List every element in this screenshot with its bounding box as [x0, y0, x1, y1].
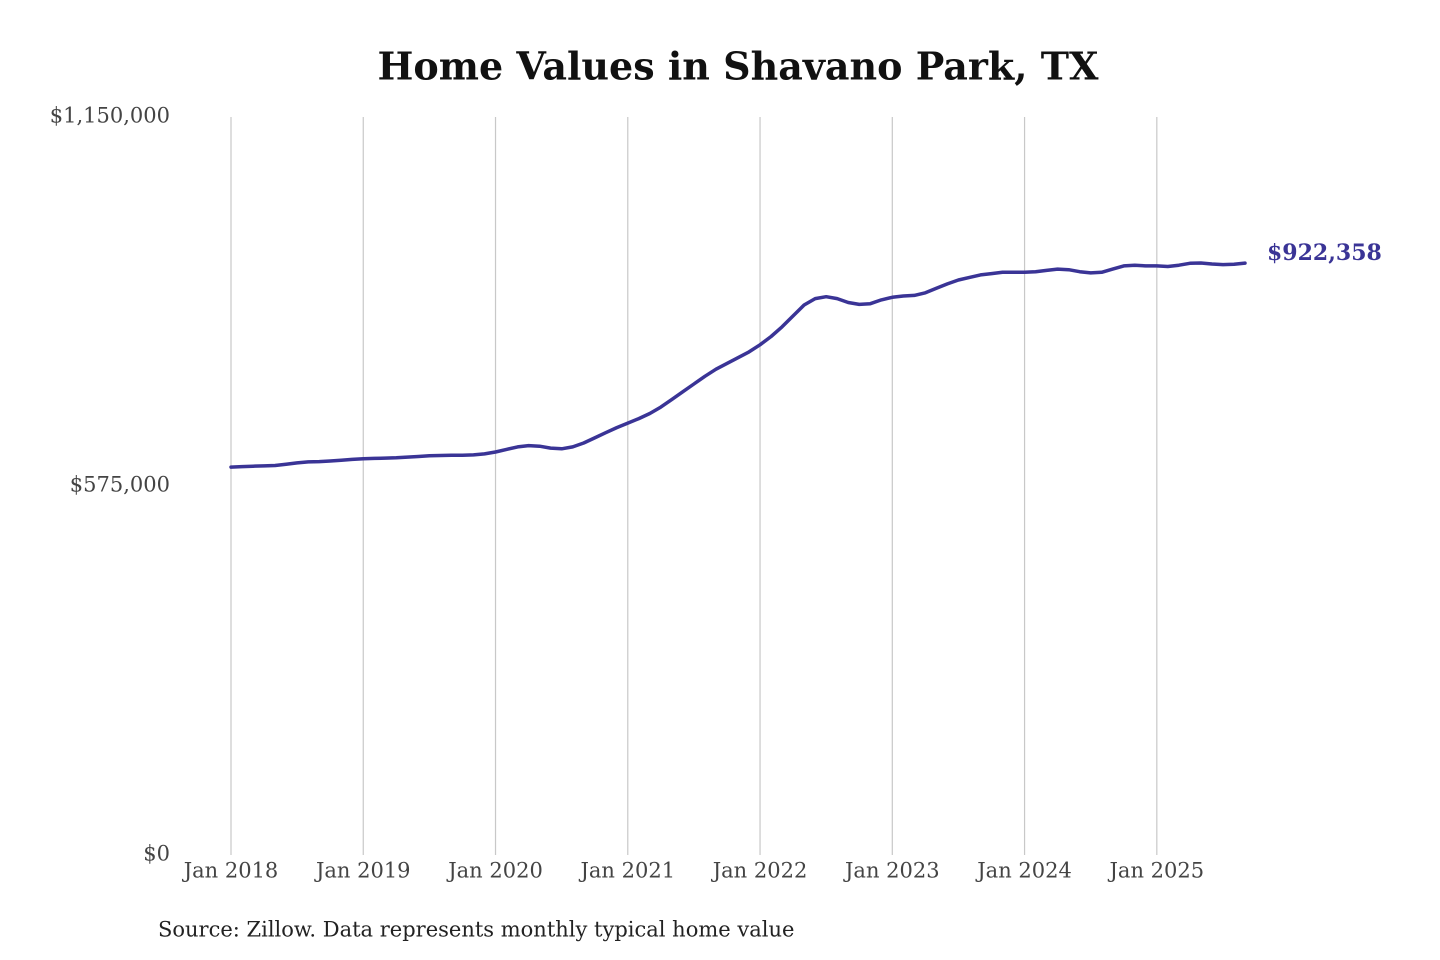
chart-title: Home Values in Shavano Park, TX: [378, 44, 1099, 89]
y-tick-label: $0: [143, 842, 170, 866]
x-tick-label: Jan 2022: [711, 859, 808, 883]
x-tick-label: Jan 2020: [446, 859, 543, 883]
x-tick-label: Jan 2018: [182, 859, 279, 883]
x-tick-label: Jan 2023: [843, 859, 940, 883]
data-label: $922,358: [1267, 240, 1382, 266]
source-note: Source: Zillow. Data represents monthly …: [158, 918, 794, 942]
x-tick-label: Jan 2024: [975, 859, 1072, 883]
x-tick-label: Jan 2021: [578, 859, 675, 883]
line: [229, 261, 1247, 469]
y-tick-label: $1,150,000: [50, 104, 170, 128]
y-tick-label: $575,000: [70, 473, 170, 497]
x-tick-label: Jan 2025: [1108, 859, 1205, 883]
x-tick-label: Jan 2019: [314, 859, 411, 883]
